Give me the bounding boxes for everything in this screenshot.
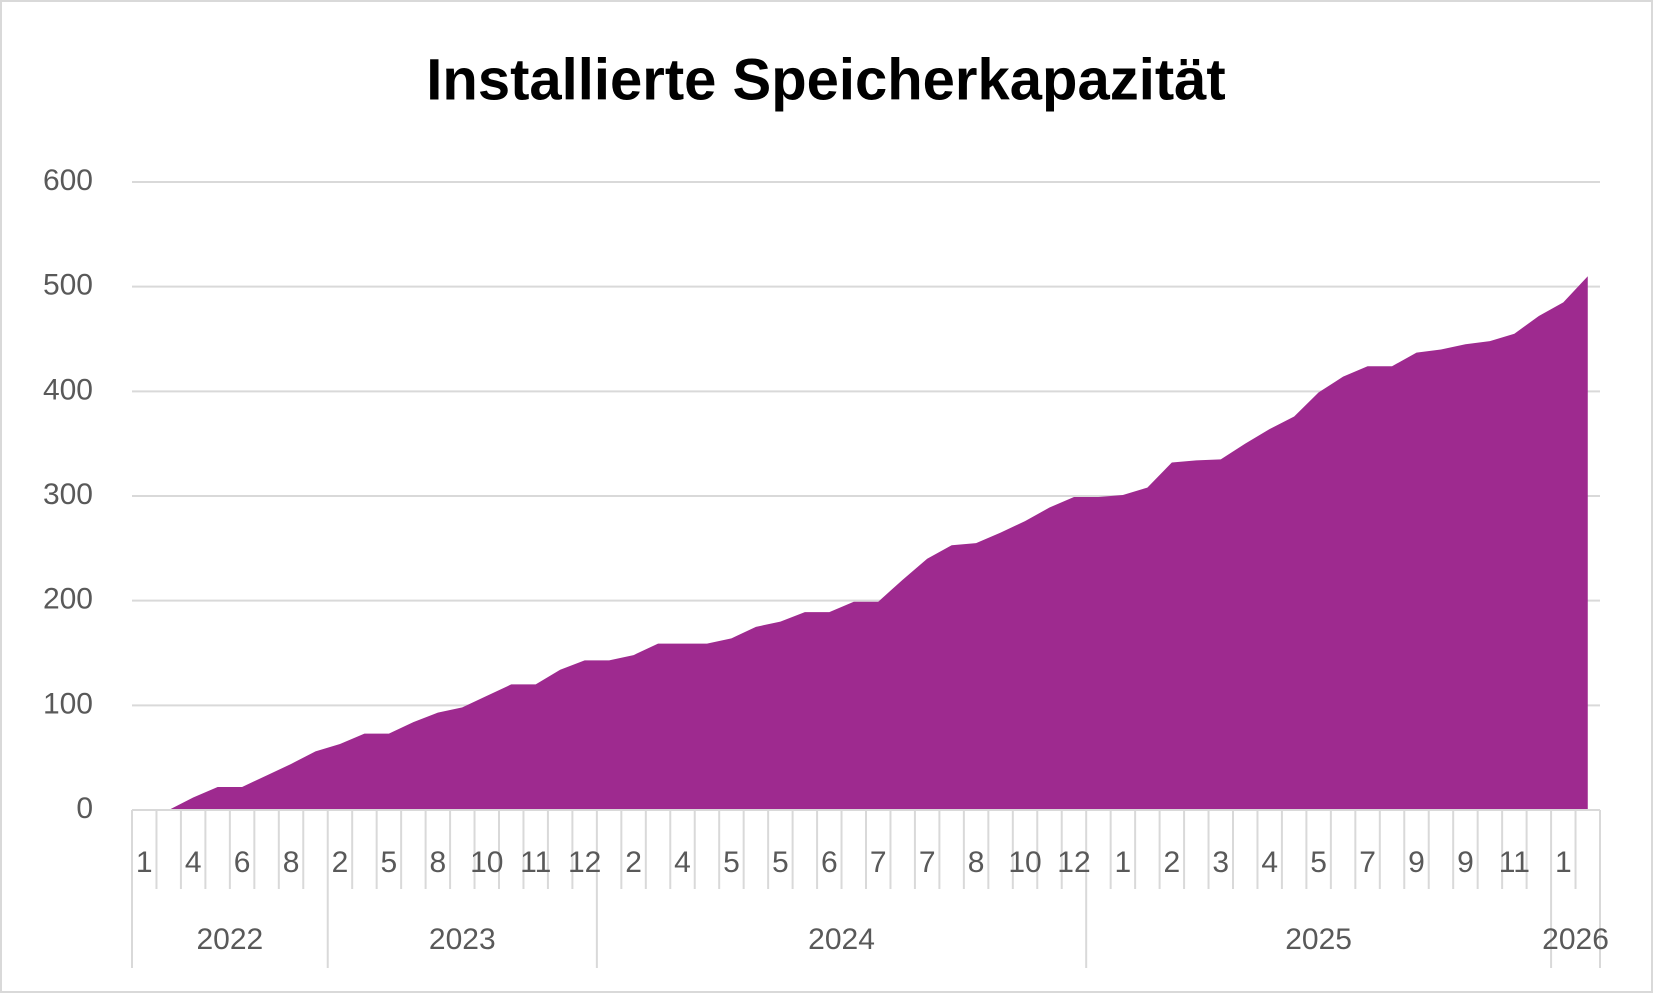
x-tick-label: 12	[1057, 846, 1090, 879]
x-tick-label: 1	[136, 846, 153, 879]
x-tick-label: 8	[429, 846, 446, 879]
x-tick-label: 2	[1163, 846, 1180, 879]
y-tick-label: 100	[43, 687, 93, 720]
x-tick-label: 5	[723, 846, 740, 879]
x-tick-label: 9	[1408, 846, 1425, 879]
x-tick-label: 8	[968, 846, 985, 879]
year-label: 2024	[808, 923, 875, 956]
y-tick-label: 500	[43, 269, 93, 302]
x-tick-label: 10	[470, 846, 503, 879]
x-tick-label: 7	[870, 846, 887, 879]
x-tick-label: 8	[283, 846, 300, 879]
x-tick-label: 1	[1115, 846, 1132, 879]
x-tick-label: 4	[185, 846, 202, 879]
x-tick-label: 4	[1261, 846, 1278, 879]
x-tick-label: 4	[674, 846, 691, 879]
x-tick-label: 9	[1457, 846, 1474, 879]
year-label: 2025	[1285, 923, 1352, 956]
x-tick-label: 12	[568, 846, 601, 879]
year-label: 2022	[196, 923, 263, 956]
x-tick-label: 6	[821, 846, 838, 879]
year-label: 2023	[429, 923, 496, 956]
x-tick-label: 1	[1555, 846, 1572, 879]
x-tick-label: 2	[625, 846, 642, 879]
y-tick-label: 0	[76, 792, 93, 825]
x-tick-label: 7	[919, 846, 936, 879]
area	[144, 276, 1588, 810]
x-tick-label: 2	[332, 846, 349, 879]
y-tick-label: 400	[43, 373, 93, 406]
x-tick-label: 11	[520, 846, 551, 879]
y-tick-label: 200	[43, 583, 93, 616]
x-tick-label: 11	[1499, 846, 1530, 879]
x-tick-label: 10	[1008, 846, 1041, 879]
x-tick-label: 5	[381, 846, 398, 879]
year-label: 2026	[1542, 923, 1609, 956]
y-tick-label: 600	[43, 164, 93, 197]
x-tick-label: 5	[772, 846, 789, 879]
x-tick-label: 5	[1310, 846, 1327, 879]
x-tick-label: 7	[1359, 846, 1376, 879]
chart-title: Installierte Speicherkapazität	[426, 47, 1225, 112]
y-tick-label: 300	[43, 478, 93, 511]
x-tick-label: 6	[234, 846, 251, 879]
x-tick-label: 3	[1212, 846, 1229, 879]
